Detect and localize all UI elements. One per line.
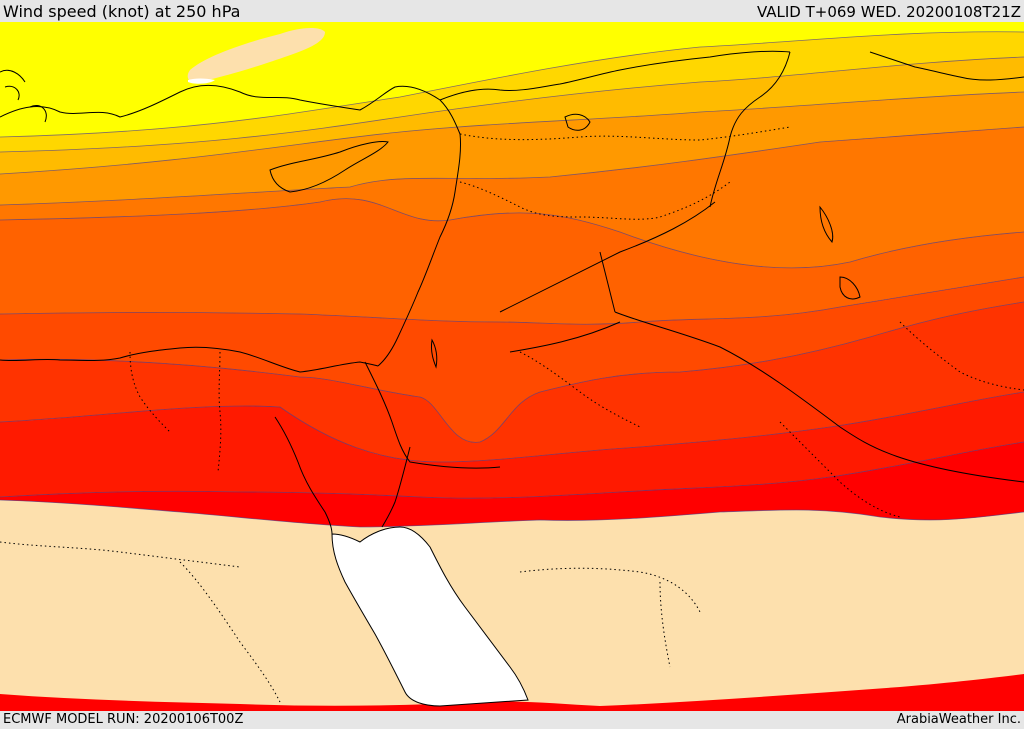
band-red <box>0 392 1024 499</box>
band-red-deep <box>0 442 1024 527</box>
band-red-light <box>0 302 1024 462</box>
credit-label: ArabiaWeather Inc. <box>896 712 1021 727</box>
contour-lines <box>0 31 1024 528</box>
band-orange <box>0 127 1024 268</box>
header-bar: Wind speed (knot) at 250 hPa VALID T+069… <box>0 0 1024 22</box>
valid-time-label: VALID T+069 WED. 20200108T21Z <box>756 3 1021 21</box>
coastlines <box>0 50 1024 535</box>
white-patch-north <box>188 78 215 84</box>
band-orange-dark <box>0 198 1024 325</box>
band-red-bottom <box>0 674 1024 711</box>
solid-borders <box>364 51 1024 483</box>
band-red-orange <box>0 277 1024 443</box>
footer-bar: ECMWF MODEL RUN: 20200106T00Z ArabiaWeat… <box>0 711 1024 729</box>
red-sea <box>331 526 529 707</box>
map-title: Wind speed (knot) at 250 hPa <box>3 2 241 21</box>
band-light-north <box>187 28 325 83</box>
wind-speed-map <box>0 22 1024 711</box>
band-gold <box>0 31 1024 152</box>
band-amber <box>0 57 1024 174</box>
model-run-label: ECMWF MODEL RUN: 20200106T00Z <box>3 712 244 727</box>
band-orange-light <box>0 92 1024 205</box>
map-canvas <box>0 22 1024 711</box>
country-borders <box>0 126 1024 703</box>
